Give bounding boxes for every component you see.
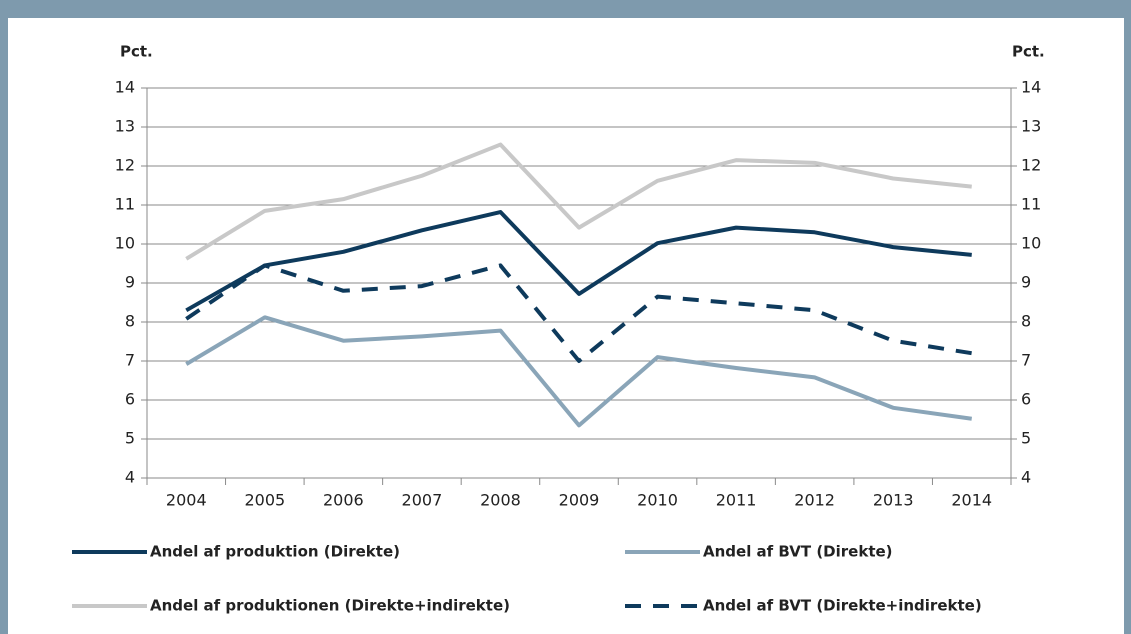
x-tick-label: 2005 <box>244 491 285 510</box>
x-tick-label: 2008 <box>480 491 521 510</box>
y-tick-label: 11 <box>115 195 135 214</box>
y2-tick-label: 5 <box>1021 429 1031 448</box>
y-tick-label: 9 <box>125 273 135 292</box>
y-tick-label: 4 <box>125 468 135 487</box>
y-axis-label: Pct. <box>120 43 153 61</box>
y2-tick-label: 7 <box>1021 351 1031 370</box>
y2-tick-label: 14 <box>1021 78 1041 97</box>
x-tick-label: 2006 <box>323 491 364 510</box>
y2-tick-label: 10 <box>1021 234 1041 253</box>
y2-tick-label: 8 <box>1021 312 1031 331</box>
legend-label: Andel af produktion (Direkte) <box>150 543 400 561</box>
x-tick-label: 2007 <box>402 491 443 510</box>
legend-label: Andel af BVT (Direkte) <box>703 543 893 561</box>
y-tick-label: 7 <box>125 351 135 370</box>
y2-tick-label: 6 <box>1021 390 1031 409</box>
y2-tick-label: 11 <box>1021 195 1041 214</box>
y-tick-label: 10 <box>115 234 135 253</box>
x-tick-label: 2004 <box>166 491 207 510</box>
x-tick-label: 2011 <box>716 491 757 510</box>
y2-tick-label: 12 <box>1021 156 1041 175</box>
panel <box>8 18 1124 634</box>
y-tick-label: 8 <box>125 312 135 331</box>
y2-tick-label: 9 <box>1021 273 1031 292</box>
x-tick-label: 2014 <box>951 491 992 510</box>
legend-label: Andel af BVT (Direkte+indirekte) <box>703 597 982 615</box>
line-series <box>185 142 972 261</box>
x-tick-label: 2010 <box>637 491 678 510</box>
y-tick-label: 6 <box>125 390 135 409</box>
y-tick-label: 14 <box>115 78 135 97</box>
y2-tick-label: 4 <box>1021 468 1031 487</box>
y2-axis-label: Pct. <box>1012 43 1045 61</box>
y-tick-label: 5 <box>125 429 135 448</box>
y-tick-label: 12 <box>115 156 135 175</box>
line-series <box>185 263 973 363</box>
line-series <box>185 315 973 428</box>
y2-tick-label: 13 <box>1021 117 1041 136</box>
x-tick-label: 2013 <box>873 491 914 510</box>
y-tick-label: 13 <box>115 117 135 136</box>
x-tick-label: 2012 <box>794 491 835 510</box>
line-series <box>185 210 972 313</box>
x-tick-label: 2009 <box>559 491 600 510</box>
legend-label: Andel af produktionen (Direkte+indirekte… <box>150 597 510 615</box>
